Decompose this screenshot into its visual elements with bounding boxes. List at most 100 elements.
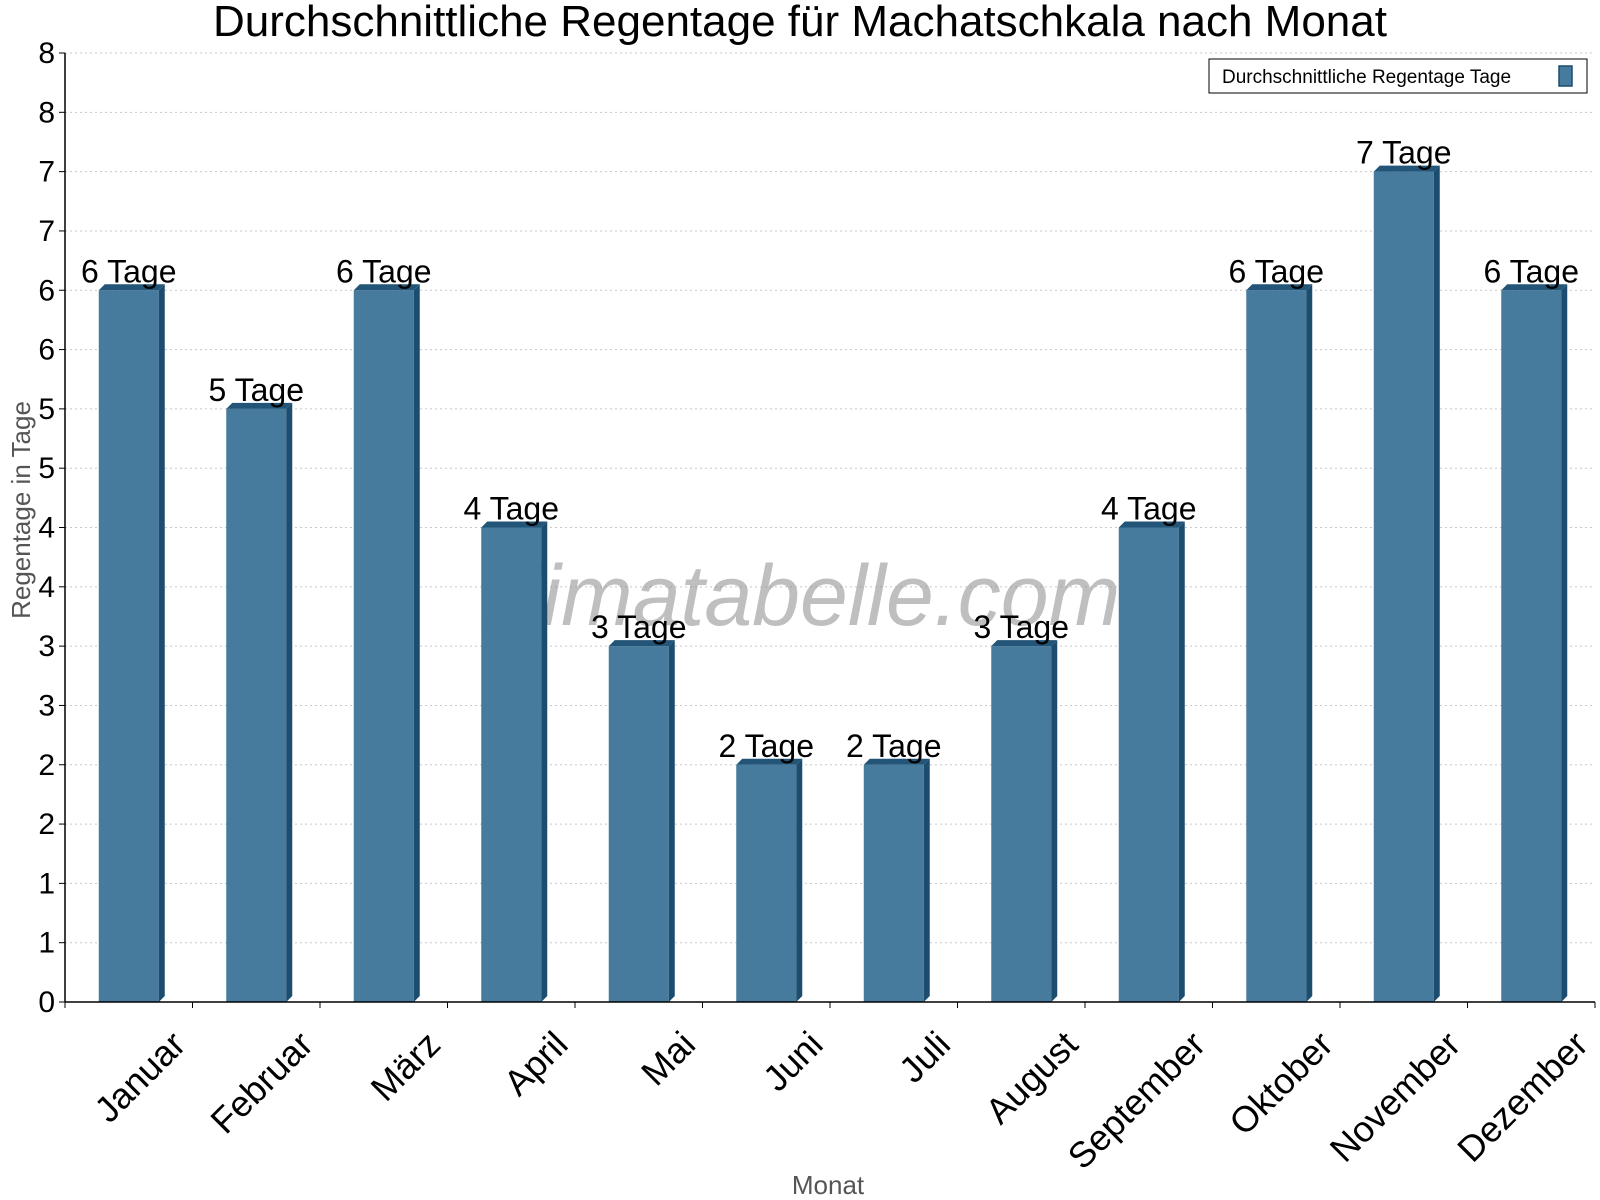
y-tick-label: 1 [38, 867, 55, 900]
value-labels: 6 Tage 5 Tage 6 Tage 4 Tage 3 Tage 2 Tage 2 Ta… [81, 135, 1579, 764]
bar-value-label: 2 Tage [719, 728, 815, 764]
bar-front [1246, 290, 1307, 1002]
bar-side [1051, 640, 1058, 1002]
bar-front [1118, 527, 1179, 1002]
bar-side [413, 284, 420, 1002]
bar-front [353, 290, 414, 1002]
bar-side [1306, 284, 1313, 1002]
x-tick-label: Oktober [1221, 1023, 1341, 1143]
bar-top [608, 640, 675, 647]
bar-side [286, 402, 293, 1002]
y-tick-label: 6 [38, 274, 55, 307]
bar-side [158, 284, 165, 1002]
y-tick-label: 3 [38, 630, 55, 663]
bar-front [481, 527, 542, 1002]
y-tick-label: 4 [38, 512, 55, 545]
bar-top [98, 284, 165, 291]
y-tick-label: 8 [38, 37, 55, 70]
legend: Durchschnittliche Regentage Tage [1208, 58, 1588, 94]
x-tick-label: August [977, 1023, 1085, 1131]
bar-side [1561, 284, 1568, 1002]
y-tick-label: 5 [38, 452, 55, 485]
bar-top [353, 284, 420, 291]
legend-label: Durchschnittliche Regentage Tage [1222, 67, 1511, 88]
bar-value-label: 3 Tage [591, 609, 687, 645]
bar-top [736, 758, 803, 765]
watermark: klimatabelle.com [480, 548, 1120, 644]
bar-value-label: 5 Tage [209, 372, 305, 408]
bar-value-label: 3 Tage [974, 609, 1070, 645]
bar-top [1118, 521, 1185, 528]
legend-box [1208, 58, 1588, 94]
bar-value-label: 6 Tage [1229, 253, 1325, 289]
legend-swatch [1558, 65, 1573, 87]
bar-front [608, 646, 669, 1002]
bar [481, 521, 548, 1002]
bar-front [1501, 290, 1562, 1002]
bar [98, 284, 165, 1002]
y-tick-label: 6 [38, 334, 55, 367]
grid-lines [65, 52, 1595, 1003]
bar-side [923, 758, 930, 1002]
bar-value-label: 6 Tage [336, 253, 432, 289]
bar [1501, 284, 1568, 1002]
bar-front [1373, 171, 1434, 1002]
x-tick-label: Mai [633, 1023, 703, 1093]
y-tick-label: 2 [38, 749, 55, 782]
bar-top [991, 640, 1058, 647]
y-tick-label: 7 [38, 215, 55, 248]
bars [98, 165, 1568, 1002]
x-axis-title: Monat [792, 1170, 865, 1200]
x-tick-label: Februar [202, 1023, 320, 1141]
y-tick-label: 8 [38, 96, 55, 129]
bar [991, 640, 1058, 1002]
bar [736, 758, 803, 1002]
x-tick-label: März [363, 1023, 449, 1109]
bar [1118, 521, 1185, 1002]
y-tick-label: 0 [38, 986, 55, 1019]
bar-side [541, 521, 548, 1002]
bar [1246, 284, 1313, 1002]
bar-value-label: 7 Tage [1356, 135, 1452, 171]
bar-top [1501, 284, 1568, 291]
x-tick-label: November [1322, 1023, 1468, 1169]
bar-front [226, 408, 287, 1002]
bar [226, 402, 293, 1002]
y-tick-label: 3 [38, 689, 55, 722]
y-tick-label: 4 [38, 571, 55, 604]
bar-top [481, 521, 548, 528]
bar [353, 284, 420, 1002]
y-axis-title: Regentage in Tage [6, 401, 36, 619]
bar-front [991, 646, 1052, 1002]
chart-title: Durchschnittliche Regentage für Machatsc… [213, 0, 1387, 46]
x-tick-label: Januar [86, 1023, 193, 1130]
x-tick-label: September [1060, 1023, 1214, 1177]
bar-front [863, 764, 924, 1002]
x-tick-label: Juli [891, 1023, 958, 1090]
bar-side [1433, 165, 1440, 1002]
bar [1373, 165, 1440, 1002]
bar-front [98, 290, 159, 1002]
bar-side [796, 758, 803, 1002]
bar-top [1246, 284, 1313, 291]
bar-value-label: 4 Tage [1101, 491, 1197, 527]
x-tick-label: Dezember [1449, 1023, 1595, 1169]
bar [863, 758, 930, 1002]
y-tick-label: 5 [38, 393, 55, 426]
y-tick-label: 2 [38, 808, 55, 841]
bar-top [226, 402, 293, 409]
y-tick-label: 1 [38, 927, 55, 960]
bar-side [1178, 521, 1185, 1002]
bar-top [1373, 165, 1440, 172]
bar-top [863, 758, 930, 765]
bar-front [736, 764, 797, 1002]
bar-value-label: 4 Tage [464, 491, 560, 527]
bar-value-label: 2 Tage [846, 728, 942, 764]
bar-value-label: 6 Tage [1484, 253, 1580, 289]
x-tick-label: Juni [755, 1023, 831, 1099]
bar [608, 640, 675, 1002]
x-tick-label: April [496, 1023, 576, 1103]
bar-side [668, 640, 675, 1002]
y-tick-label: 7 [38, 156, 55, 189]
